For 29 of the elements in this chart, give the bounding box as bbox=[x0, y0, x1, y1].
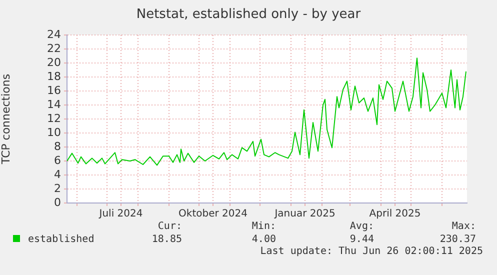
y-tick-label: 14 bbox=[47, 98, 61, 111]
y-tick-label: 22 bbox=[47, 42, 61, 55]
x-tick-label: Juli 2024 bbox=[98, 208, 143, 220]
y-tick-label: 2 bbox=[54, 182, 61, 195]
y-tick-label: 6 bbox=[54, 154, 61, 167]
text: Cur: bbox=[158, 221, 182, 232]
text: Avg: bbox=[350, 221, 374, 232]
y-tick-label: 16 bbox=[47, 84, 61, 97]
text: 230.37 bbox=[440, 234, 476, 245]
y-tick-label: 24 bbox=[47, 28, 61, 41]
legend-label: established bbox=[28, 234, 94, 245]
x-tick-label: Januar 2025 bbox=[274, 208, 336, 220]
y-tick-label: 20 bbox=[47, 56, 61, 69]
chart-title: Netstat, established only - by year bbox=[135, 7, 362, 22]
y-tick-label: 0 bbox=[54, 196, 61, 209]
text: Min: bbox=[252, 221, 276, 232]
text: Max: bbox=[452, 221, 476, 232]
x-tick-label: Oktober 2024 bbox=[178, 208, 248, 220]
text: 9.44 bbox=[350, 234, 374, 245]
text: 4.00 bbox=[252, 234, 276, 245]
text: Last update: Thu Jun 26 02:00:11 2025 bbox=[260, 246, 483, 257]
y-tick-label: 8 bbox=[54, 140, 61, 153]
y-axis-title: TCP connections bbox=[0, 74, 12, 166]
y-tick-label: 10 bbox=[47, 126, 61, 139]
text: 18.85 bbox=[152, 234, 182, 245]
y-tick-label: 4 bbox=[54, 168, 61, 181]
y-tick-label: 12 bbox=[47, 112, 61, 125]
y-tick-label: 18 bbox=[47, 70, 61, 83]
x-tick-label: April 2025 bbox=[369, 208, 421, 220]
